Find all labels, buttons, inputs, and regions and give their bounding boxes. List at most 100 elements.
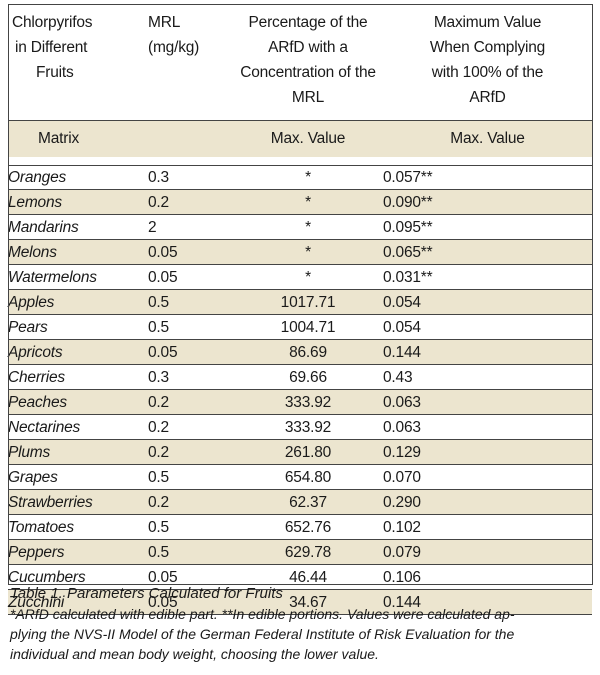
mrl-cell: 0.2 xyxy=(148,489,233,515)
fruit-cell: Nectarines xyxy=(8,414,148,440)
header-chlorpyrifos: Chlorpyrifos in Different Fruits xyxy=(8,4,148,121)
percentage-cell: 652.76 xyxy=(233,514,383,540)
percentage-cell: 46.44 xyxy=(233,564,383,590)
max-value-cell: 0.144 xyxy=(383,589,592,615)
table-header-row: Chlorpyrifos in Different Fruits MRL (mg… xyxy=(8,4,592,121)
table-row: Nectarines 0.2 333.92 0.063 xyxy=(8,414,592,440)
mrl-cell: 0.3 xyxy=(148,157,233,190)
caption-title: Table 1. Parameters Calculated for Fruit… xyxy=(10,585,283,602)
mrl-cell: 0.2 xyxy=(148,414,233,440)
caption-line: plying the NVS-II Model of the German Fe… xyxy=(10,626,515,642)
max-value-cell: 0.095** xyxy=(383,214,592,240)
max-value-cell: 0.106 xyxy=(383,564,592,590)
percentage-cell: * xyxy=(233,157,383,190)
header-line: MRL (mg/kg) xyxy=(148,14,200,56)
mrl-cell: 0.2 xyxy=(148,389,233,415)
mrl-cell: 0.2 xyxy=(148,439,233,465)
percentage-cell: 1004.71 xyxy=(233,314,383,340)
header-line: When Complying xyxy=(429,39,546,56)
table-row: Cucumbers 0.05 46.44 0.106 xyxy=(8,564,592,590)
fruit-cell: Grapes xyxy=(8,464,148,490)
percentage-cell: * xyxy=(233,189,383,215)
table-subheader-row: Matrix Max. Value Max. Value xyxy=(8,120,592,162)
fruit-cell: Apples xyxy=(8,289,148,315)
header-line: in Different xyxy=(15,39,88,56)
percentage-cell: 86.69 xyxy=(233,339,383,365)
max-value-cell: 0.090** xyxy=(383,189,592,215)
table-row: Plums 0.2 261.80 0.129 xyxy=(8,439,592,465)
subheader-matrix: Matrix xyxy=(8,120,148,162)
header-line: Chlorpyrifos xyxy=(12,14,93,31)
mrl-cell: 0.5 xyxy=(148,514,233,540)
table-body: Oranges 0.3 * 0.057** Lemons 0.2 * 0.090** Manda… xyxy=(8,157,592,615)
max-value-cell: 0.063 xyxy=(383,389,592,415)
subheader-max-value: Max. Value xyxy=(383,120,592,162)
fruit-cell: Apricots xyxy=(8,339,148,365)
fruit-cell: Pears xyxy=(8,314,148,340)
max-value-cell: 0.43 xyxy=(383,364,592,390)
percentage-cell: 333.92 xyxy=(233,389,383,415)
max-value-cell: 0.129 xyxy=(383,439,592,465)
percentage-cell: 261.80 xyxy=(233,439,383,465)
fruit-cell: Lemons xyxy=(8,189,148,215)
max-value-cell: 0.057** xyxy=(383,157,592,190)
percentage-cell: * xyxy=(233,264,383,290)
fruits-parameters-table: Chlorpyrifos in Different Fruits MRL (mg… xyxy=(8,4,592,615)
max-value-cell: 0.079 xyxy=(383,539,592,565)
max-value-cell: 0.065** xyxy=(383,239,592,265)
fruit-cell: Peaches xyxy=(8,389,148,415)
fruit-cell: Zucchini xyxy=(8,589,148,615)
header-percentage-arfd: Percentage of the ARfD with a Concentrat… xyxy=(233,4,383,121)
header-line: with 100% of the xyxy=(431,64,544,81)
max-value-cell: 0.070 xyxy=(383,464,592,490)
header-line: Concentration of the xyxy=(240,64,376,81)
percentage-cell: * xyxy=(233,239,383,265)
header-line: Fruits xyxy=(36,64,74,81)
fruit-cell: Cherries xyxy=(8,364,148,390)
header-line: ARfD with a xyxy=(268,39,348,56)
header-line: ARfD xyxy=(469,89,506,106)
table-row: Pears 0.5 1004.71 0.054 xyxy=(8,314,592,340)
mrl-cell: 2 xyxy=(148,214,233,240)
table-row: Cherries 0.3 69.66 0.43 xyxy=(8,364,592,390)
table-row: Peaches 0.2 333.92 0.063 xyxy=(8,389,592,415)
mrl-cell: 0.3 xyxy=(148,364,233,390)
percentage-cell: 34.67 xyxy=(233,589,383,615)
fruit-cell: Peppers xyxy=(8,539,148,565)
table-row: Tomatoes 0.5 652.76 0.102 xyxy=(8,514,592,540)
fruit-cell: Melons xyxy=(8,239,148,265)
fruit-cell: Mandarins xyxy=(8,214,148,240)
header-line: MRL xyxy=(291,89,325,106)
percentage-cell: * xyxy=(233,214,383,240)
percentage-cell: 1017.71 xyxy=(233,289,383,315)
percentage-cell: 654.80 xyxy=(233,464,383,490)
max-value-cell: 0.102 xyxy=(383,514,592,540)
fruit-cell: Plums xyxy=(8,439,148,465)
max-value-cell: 0.054 xyxy=(383,289,592,315)
fruit-cell: Oranges xyxy=(8,157,148,190)
fruit-cell: Cucumbers xyxy=(8,564,148,590)
subheader-empty xyxy=(148,120,233,162)
table-row: Apples 0.5 1017.71 0.054 xyxy=(8,289,592,315)
caption-line: *ARfD calculated with edible part. **In … xyxy=(10,606,515,622)
table-row: Lemons 0.2 * 0.090** xyxy=(8,189,592,215)
fruit-cell: Strawberries xyxy=(8,489,148,515)
header-maximum-value: Maximum Value When Complying with 100% o… xyxy=(383,4,592,121)
header-mrl: MRL (mg/kg) xyxy=(148,4,233,121)
max-value-cell: 0.290 xyxy=(383,489,592,515)
table-row: Strawberries 0.2 62.37 0.290 xyxy=(8,489,592,515)
table-row: Oranges 0.3 * 0.057** xyxy=(8,157,592,190)
max-value-cell: 0.031** xyxy=(383,264,592,290)
caption-line: individual and mean body weight, choosin… xyxy=(10,646,379,662)
table-row: Apricots 0.05 86.69 0.144 xyxy=(8,339,592,365)
mrl-cell: 0.5 xyxy=(148,539,233,565)
fruit-cell: Tomatoes xyxy=(8,514,148,540)
header-line: Maximum Value xyxy=(433,14,542,31)
table-row: Melons 0.05 * 0.065** xyxy=(8,239,592,265)
table-row: Watermelons 0.05 * 0.031** xyxy=(8,264,592,290)
mrl-cell: 0.05 xyxy=(148,589,233,615)
mrl-cell: 0.2 xyxy=(148,189,233,215)
percentage-cell: 62.37 xyxy=(233,489,383,515)
max-value-cell: 0.063 xyxy=(383,414,592,440)
